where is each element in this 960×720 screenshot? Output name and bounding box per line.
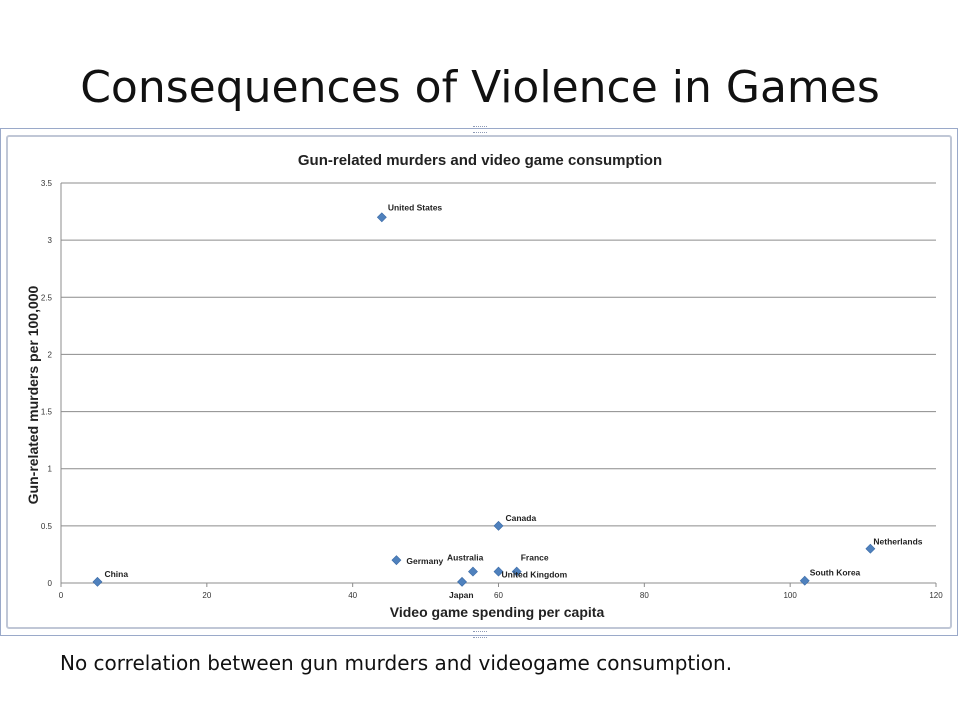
y-tick-labels: 0 0.5 1 1.5 2 2.5 3 3.5 <box>41 179 53 588</box>
data-point-germany <box>391 555 402 566</box>
data-labels: United States Canada Germany Australia Franc… <box>104 202 922 600</box>
x-tick-label: 0 <box>59 591 64 600</box>
data-point-japan <box>457 576 467 587</box>
resize-handle-bottom[interactable] <box>473 631 487 638</box>
data-label-south-korea: South Korea <box>810 568 861 578</box>
data-point-china <box>92 576 103 587</box>
x-tick-label: 60 <box>494 591 503 600</box>
chart-title: Gun-related murders and video game consu… <box>298 152 662 169</box>
y-tick-label: 2 <box>48 350 53 359</box>
data-label-france: France <box>521 553 549 563</box>
data-point-australia <box>468 566 478 577</box>
data-label-canada: Canada <box>506 513 537 523</box>
x-tick-label: 100 <box>783 591 797 600</box>
y-tick-label: 3.5 <box>41 179 53 188</box>
scatter-chart: Gun-related murders and video game consu… <box>25 152 943 620</box>
y-tick-label: 1.5 <box>41 408 53 417</box>
data-point-netherlands <box>865 543 876 554</box>
data-label-united-kingdom: United Kingdom <box>502 570 568 580</box>
data-point-united-kingdom <box>493 566 504 577</box>
data-point-canada <box>493 520 504 531</box>
data-point-south-korea <box>799 575 810 586</box>
x-tick-label: 120 <box>929 591 943 600</box>
x-tick-label: 80 <box>640 591 649 600</box>
chart-frame[interactable] <box>0 126 958 638</box>
data-label-australia: Australia <box>447 553 484 563</box>
data-label-united-states: United States <box>388 202 443 212</box>
data-point-united-states <box>376 212 387 223</box>
x-tick-labels: 0 20 40 60 80 100 120 <box>59 591 943 600</box>
y-tick-label: 3 <box>48 236 53 245</box>
y-tick-label: 1 <box>48 465 53 474</box>
resize-handle-top[interactable] <box>473 126 487 133</box>
x-tick-label: 20 <box>202 591 211 600</box>
data-label-china: China <box>104 569 128 579</box>
slide-caption: No correlation between gun murders and v… <box>60 651 733 675</box>
data-point-france <box>511 566 522 577</box>
x-tick-label: 40 <box>348 591 357 600</box>
data-label-netherlands: Netherlands <box>873 537 922 547</box>
chart-area-border <box>6 135 952 629</box>
y-axis-label: Gun-related murders per 100,000 <box>25 285 41 504</box>
y-tick-label: 0 <box>48 579 53 588</box>
data-label-japan: Japan <box>449 590 474 600</box>
y-tick-label: 0.5 <box>41 522 53 531</box>
slide-title: Consequences of Violence in Games <box>80 62 880 113</box>
y-tick-label: 2.5 <box>41 293 53 302</box>
x-axis-label: Video game spending per capita <box>390 604 605 620</box>
data-points <box>92 212 876 587</box>
data-label-germany: Germany <box>406 556 443 566</box>
